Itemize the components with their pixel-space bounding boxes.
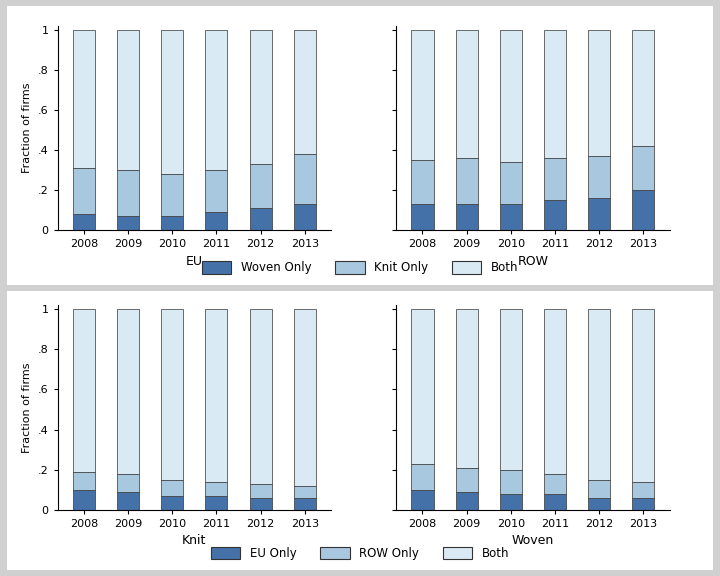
Bar (250, 164, 271, 209)
Bar (161, 217, 184, 230)
Bar (117, 473, 139, 492)
Bar (411, 490, 433, 510)
Bar (250, 309, 271, 484)
Bar (632, 190, 654, 230)
Bar (294, 486, 316, 498)
Bar (632, 309, 654, 482)
Bar (456, 492, 477, 510)
Bar (294, 154, 316, 204)
Bar (411, 464, 433, 490)
X-axis label: Knit: Knit (182, 535, 207, 547)
Bar (588, 498, 610, 510)
Bar (632, 146, 654, 190)
Bar (411, 30, 433, 160)
Bar (544, 473, 566, 494)
Bar (73, 214, 95, 230)
Bar (544, 494, 566, 510)
Bar (411, 204, 433, 230)
Bar (294, 309, 316, 486)
Bar (544, 30, 566, 158)
Bar (73, 168, 95, 214)
Bar (117, 309, 139, 473)
Bar (117, 170, 139, 217)
Bar (117, 30, 139, 170)
Bar (456, 204, 477, 230)
Bar (117, 492, 139, 510)
Bar (294, 30, 316, 154)
Bar (588, 156, 610, 198)
Bar (250, 30, 271, 164)
Bar (588, 480, 610, 498)
Bar (411, 309, 433, 464)
Bar (456, 309, 477, 468)
Bar (250, 498, 271, 510)
Bar (632, 30, 654, 146)
Bar (250, 484, 271, 498)
Bar (588, 309, 610, 480)
Bar (73, 490, 95, 510)
Bar (117, 217, 139, 230)
Bar (500, 162, 522, 204)
Bar (456, 158, 477, 204)
Y-axis label: Fraction of firms: Fraction of firms (22, 83, 32, 173)
Bar (205, 170, 228, 213)
Bar (73, 309, 95, 472)
Bar (161, 175, 184, 217)
Bar (294, 204, 316, 230)
X-axis label: ROW: ROW (517, 255, 549, 268)
Bar (205, 482, 228, 496)
Bar (205, 30, 228, 170)
Bar (500, 494, 522, 510)
Bar (500, 309, 522, 469)
Bar (205, 496, 228, 510)
Bar (544, 200, 566, 230)
Bar (544, 158, 566, 200)
Bar (161, 480, 184, 496)
Bar (411, 160, 433, 204)
Bar (632, 482, 654, 498)
Bar (588, 198, 610, 230)
Bar (456, 30, 477, 158)
Bar (250, 209, 271, 230)
Bar (544, 309, 566, 473)
Bar (161, 30, 184, 175)
Bar (588, 30, 610, 156)
Bar (632, 498, 654, 510)
Bar (205, 309, 228, 482)
Legend: EU Only, ROW Only, Both: EU Only, ROW Only, Both (206, 542, 514, 564)
X-axis label: Woven: Woven (512, 535, 554, 547)
Bar (500, 30, 522, 162)
Bar (161, 309, 184, 480)
Bar (161, 496, 184, 510)
Bar (73, 472, 95, 490)
Bar (294, 498, 316, 510)
Legend: Woven Only, Knit Only, Both: Woven Only, Knit Only, Both (197, 257, 523, 279)
Bar (205, 213, 228, 230)
Bar (73, 30, 95, 168)
Y-axis label: Fraction of firms: Fraction of firms (22, 362, 32, 453)
Bar (500, 469, 522, 494)
Bar (456, 468, 477, 492)
Bar (500, 204, 522, 230)
X-axis label: EU: EU (186, 255, 203, 268)
